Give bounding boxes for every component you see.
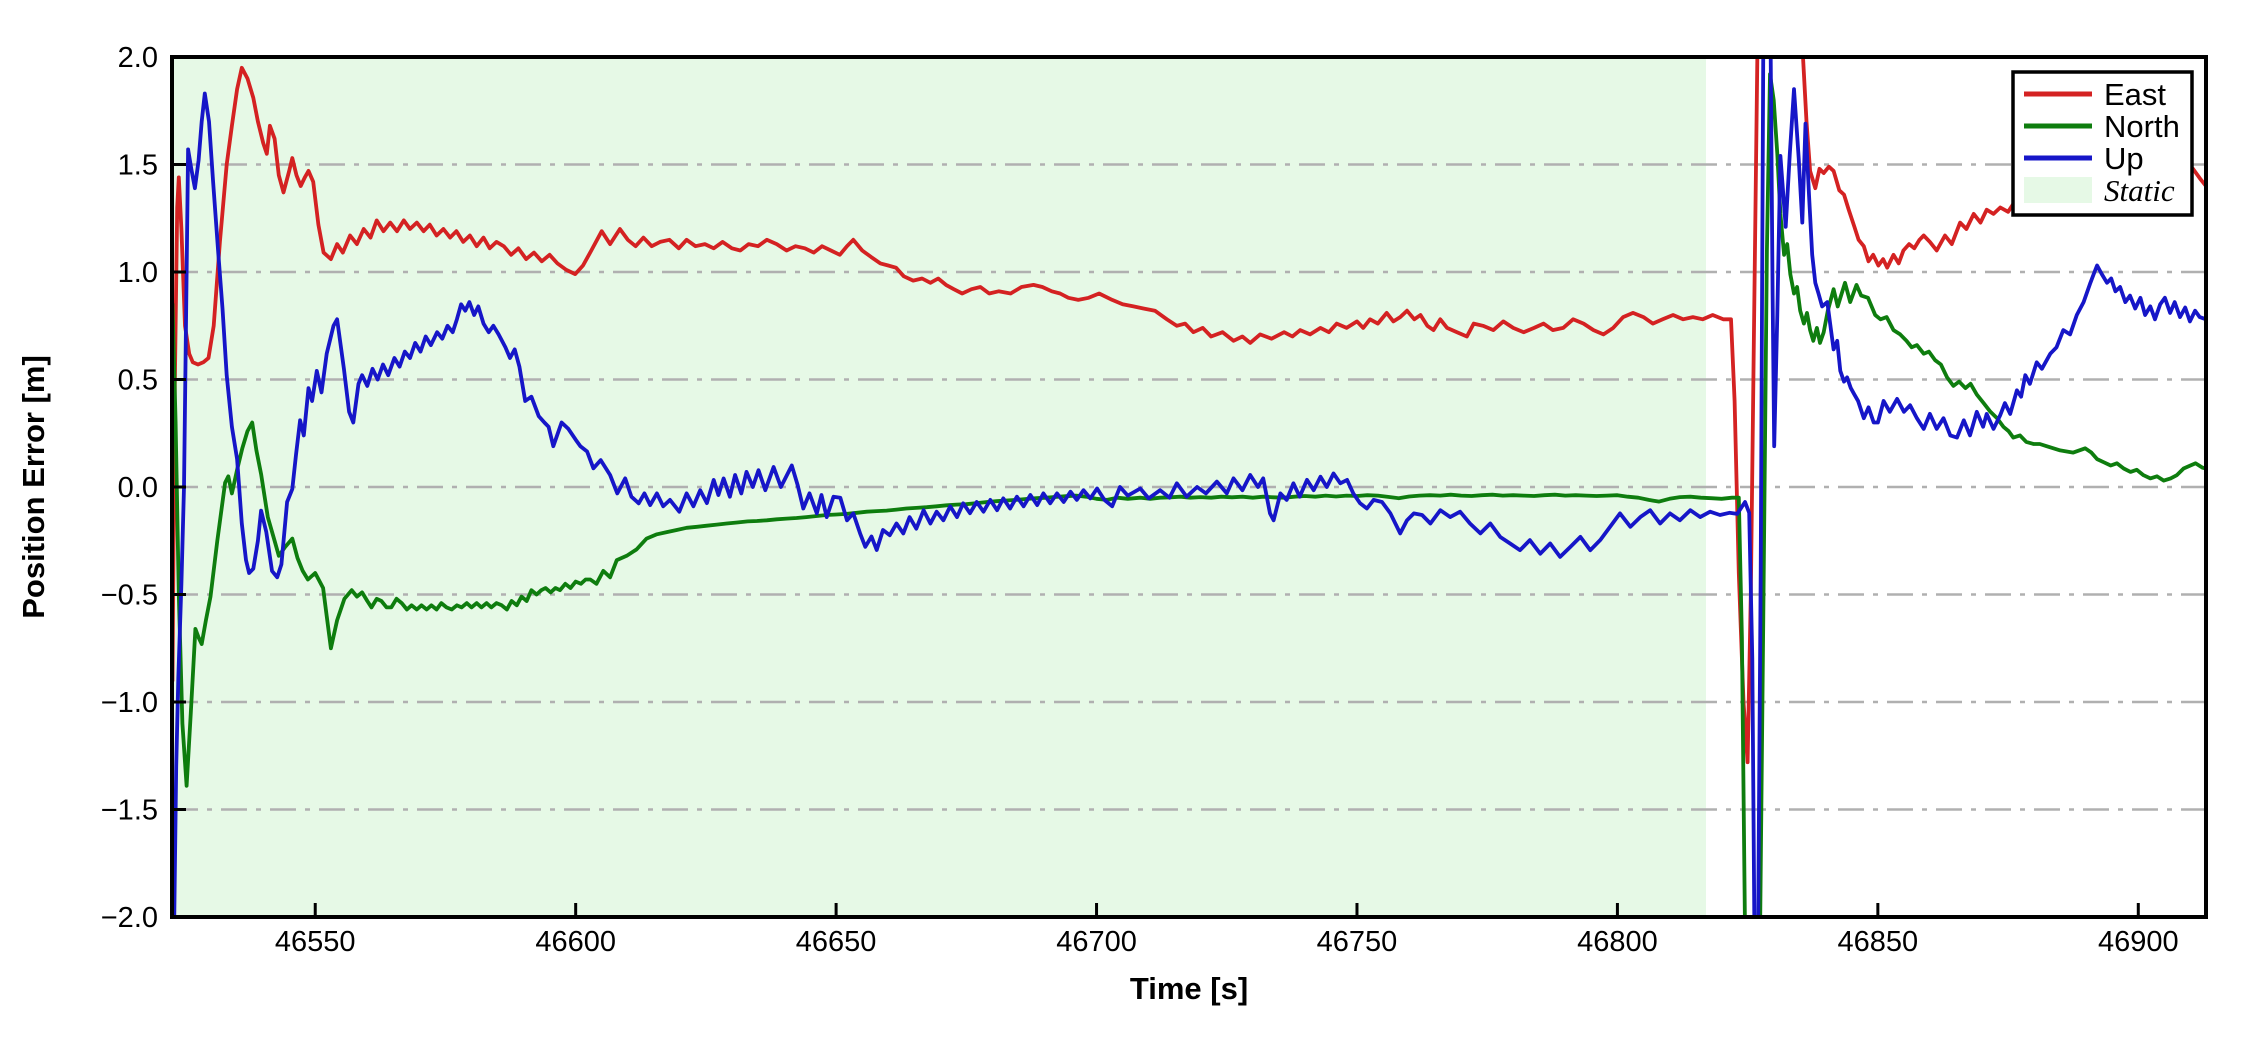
- y-tick-label: −2.0: [101, 902, 158, 934]
- series-north-line: [172, 72, 2206, 917]
- x-tick-label: 46900: [2098, 926, 2179, 958]
- x-tick-label: 46650: [796, 926, 877, 958]
- y-tick-label: 0.0: [118, 472, 158, 504]
- y-tick-label: −0.5: [101, 580, 158, 612]
- series-group: [172, 57, 2206, 917]
- x-tick-label: 46700: [1056, 926, 1137, 958]
- x-axis-label: Time [s]: [1130, 971, 1248, 1006]
- y-tick-label: 2.0: [118, 42, 158, 74]
- legend-patch-static: [2024, 177, 2092, 203]
- y-axis-label: Position Error [m]: [16, 355, 51, 619]
- series-east-line: [172, 57, 2206, 765]
- legend-label-east: East: [2104, 77, 2166, 112]
- y-tick-label: 0.5: [118, 365, 158, 397]
- legend-label-north: North: [2104, 109, 2180, 144]
- legend-label-static: Static: [2104, 173, 2175, 208]
- x-tick-label: 46600: [535, 926, 616, 958]
- x-tick-label: 46850: [1838, 926, 1919, 958]
- x-tick-label: 46800: [1577, 926, 1658, 958]
- x-tick-label: 46550: [275, 926, 356, 958]
- series-up-line: [172, 57, 2206, 917]
- y-tick-label: −1.5: [101, 795, 158, 827]
- x-tick-label: 46750: [1317, 926, 1398, 958]
- y-tick-label: 1.0: [118, 257, 158, 289]
- y-tick-label: 1.5: [118, 150, 158, 182]
- y-tick-label: −1.0: [101, 687, 158, 719]
- static-region: [172, 57, 1706, 917]
- legend-label-up: Up: [2104, 141, 2144, 176]
